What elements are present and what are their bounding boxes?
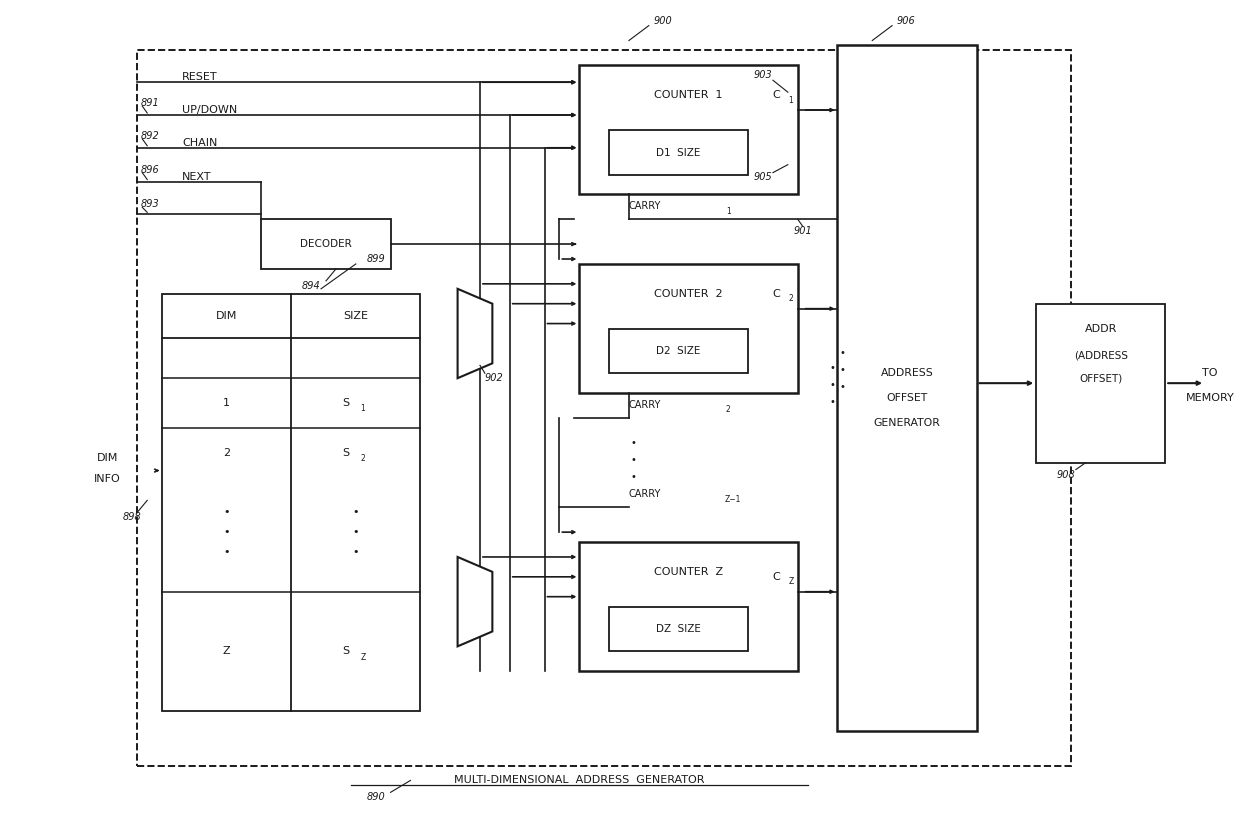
Text: CARRY: CARRY bbox=[629, 489, 661, 499]
Text: Z: Z bbox=[223, 646, 231, 656]
Text: 896: 896 bbox=[140, 164, 159, 175]
Text: •: • bbox=[352, 527, 360, 537]
Bar bbox=[579, 65, 797, 194]
Text: S: S bbox=[342, 398, 350, 408]
Text: •: • bbox=[830, 397, 836, 407]
Text: NEXT: NEXT bbox=[182, 172, 212, 181]
Text: (ADDRESS: (ADDRESS bbox=[1074, 350, 1127, 360]
Text: 898: 898 bbox=[123, 512, 141, 522]
Text: COUNTER  2: COUNTER 2 bbox=[655, 289, 723, 298]
Text: S: S bbox=[342, 448, 350, 458]
Text: •: • bbox=[631, 437, 637, 448]
Text: COUNTER  Z: COUNTER Z bbox=[653, 567, 723, 577]
Text: DZ  SIZE: DZ SIZE bbox=[656, 624, 701, 634]
Bar bbox=[1037, 304, 1166, 463]
Text: 2: 2 bbox=[789, 294, 794, 303]
Text: COUNTER  1: COUNTER 1 bbox=[655, 90, 723, 100]
Text: ADDR: ADDR bbox=[1085, 324, 1117, 333]
Text: •: • bbox=[839, 382, 846, 392]
Text: 891: 891 bbox=[140, 98, 159, 108]
Text: •: • bbox=[830, 363, 836, 373]
Text: •: • bbox=[352, 547, 360, 557]
Text: 900: 900 bbox=[653, 15, 672, 26]
Text: Z−1: Z−1 bbox=[725, 495, 742, 504]
Text: DIM: DIM bbox=[216, 311, 237, 320]
Text: •: • bbox=[223, 507, 229, 517]
Bar bbox=[609, 606, 748, 651]
Text: UP/DOWN: UP/DOWN bbox=[182, 105, 237, 115]
Polygon shape bbox=[458, 557, 492, 646]
Text: D2  SIZE: D2 SIZE bbox=[656, 346, 701, 356]
Text: •: • bbox=[839, 348, 846, 359]
Text: DECODER: DECODER bbox=[300, 239, 352, 249]
Text: D1  SIZE: D1 SIZE bbox=[656, 148, 701, 158]
Bar bbox=[609, 130, 748, 175]
Text: 894: 894 bbox=[301, 280, 320, 291]
Text: CARRY: CARRY bbox=[629, 202, 661, 211]
Text: •: • bbox=[223, 547, 229, 557]
Text: OFFSET: OFFSET bbox=[887, 393, 928, 403]
Text: RESET: RESET bbox=[182, 72, 217, 82]
Text: C: C bbox=[773, 289, 780, 298]
Text: 2: 2 bbox=[223, 448, 231, 458]
Text: 890: 890 bbox=[366, 793, 386, 802]
Bar bbox=[609, 328, 748, 373]
Bar bbox=[162, 293, 420, 711]
Text: C: C bbox=[773, 90, 780, 100]
Text: C: C bbox=[773, 572, 780, 582]
Text: OFFSET): OFFSET) bbox=[1079, 373, 1122, 383]
Text: 905: 905 bbox=[754, 172, 773, 181]
Text: •: • bbox=[839, 365, 846, 376]
Text: Z: Z bbox=[360, 653, 366, 662]
Bar bbox=[579, 542, 797, 672]
Polygon shape bbox=[458, 289, 492, 378]
Text: 892: 892 bbox=[140, 131, 159, 141]
Bar bbox=[837, 46, 977, 731]
Text: 906: 906 bbox=[897, 15, 916, 26]
Text: TO: TO bbox=[1202, 368, 1218, 378]
Text: 903: 903 bbox=[754, 70, 773, 80]
Text: 1: 1 bbox=[725, 207, 730, 215]
Text: •: • bbox=[352, 507, 360, 517]
Text: DIM: DIM bbox=[97, 453, 118, 463]
Bar bbox=[579, 264, 797, 393]
Text: 902: 902 bbox=[485, 373, 503, 383]
Text: •: • bbox=[223, 527, 229, 537]
Text: MULTI-DIMENSIONAL  ADDRESS  GENERATOR: MULTI-DIMENSIONAL ADDRESS GENERATOR bbox=[454, 776, 704, 785]
Text: MEMORY: MEMORY bbox=[1185, 393, 1234, 403]
Bar bbox=[138, 50, 1071, 766]
Text: SIZE: SIZE bbox=[343, 311, 368, 320]
Text: Z: Z bbox=[789, 577, 794, 586]
Text: •: • bbox=[631, 454, 637, 465]
Text: •: • bbox=[830, 380, 836, 390]
Text: 1: 1 bbox=[361, 405, 365, 414]
Text: 908: 908 bbox=[1056, 470, 1075, 480]
Text: GENERATOR: GENERATOR bbox=[873, 418, 940, 428]
Text: CARRY: CARRY bbox=[629, 400, 661, 410]
Text: 901: 901 bbox=[794, 226, 812, 237]
Text: 893: 893 bbox=[140, 199, 159, 210]
Text: INFO: INFO bbox=[94, 475, 120, 485]
Text: •: • bbox=[631, 472, 637, 481]
Text: 1: 1 bbox=[223, 398, 231, 408]
Text: 1: 1 bbox=[789, 96, 794, 105]
Text: CHAIN: CHAIN bbox=[182, 138, 217, 148]
Text: 2: 2 bbox=[725, 406, 730, 415]
Text: ADDRESS: ADDRESS bbox=[880, 368, 934, 378]
Text: 899: 899 bbox=[366, 254, 386, 264]
Bar bbox=[262, 220, 391, 269]
Text: S: S bbox=[342, 646, 350, 656]
Text: 2: 2 bbox=[361, 454, 365, 463]
